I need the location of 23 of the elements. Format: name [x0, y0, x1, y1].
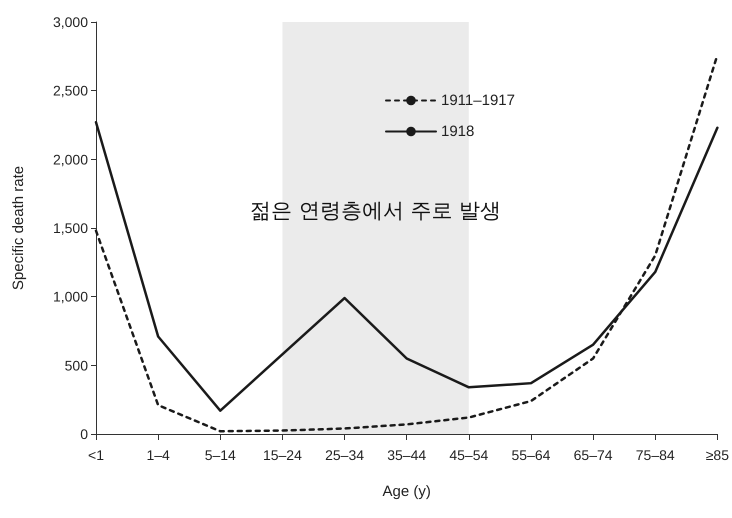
y-tick-label: 0: [80, 426, 88, 442]
y-tick-label: 1,000: [52, 288, 88, 305]
y-tick-label: 2,000: [52, 151, 88, 168]
x-tick-label: 45–54: [449, 447, 488, 463]
legend-label: 1918: [441, 123, 474, 140]
y-tick-label: 3,000: [52, 14, 88, 30]
y-tick-label: 500: [64, 357, 88, 374]
y-tick-label: 1,500: [52, 220, 88, 236]
x-tick-label: 55–64: [511, 447, 551, 463]
x-tick-label: <1: [88, 447, 104, 463]
x-tick-label: 15–24: [262, 447, 302, 463]
legend-label: 1911–1917: [441, 92, 515, 109]
x-tick-label: 75–84: [636, 447, 675, 463]
x-tick-label: 65–74: [574, 447, 613, 463]
x-tick-label: ≥85: [706, 447, 730, 463]
x-axis-title: Age (y): [382, 483, 431, 500]
x-tick-label: 1–4: [146, 447, 170, 463]
x-tick-label: 5–14: [204, 447, 236, 463]
y-axis-title: Specific death rate: [10, 166, 27, 290]
y-tick-label: 2,500: [52, 82, 88, 99]
band-label: 젊은 연령층에서 주로 발생: [250, 198, 502, 222]
x-tick-label: 25–34: [325, 447, 364, 463]
x-tick-label: 35–44: [387, 447, 426, 463]
